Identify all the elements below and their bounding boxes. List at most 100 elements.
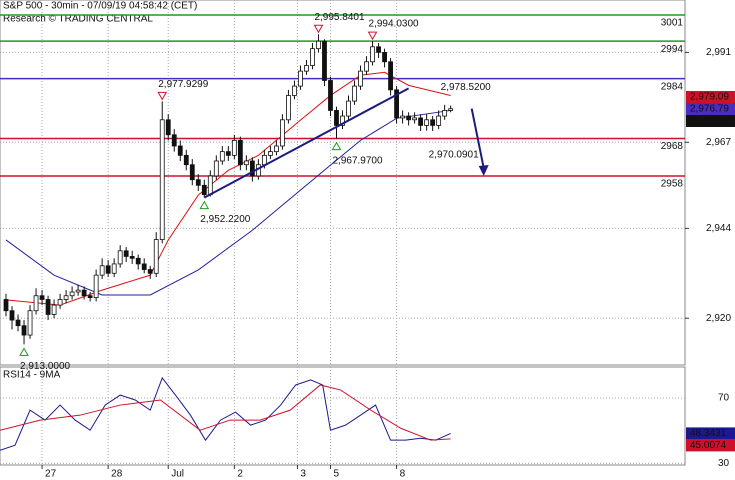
candle-body	[442, 110, 448, 117]
candle-body	[376, 46, 381, 53]
candle-body	[225, 151, 231, 156]
candle-body	[69, 291, 75, 297]
candle-body	[310, 48, 315, 66]
level-label: 2968	[661, 141, 684, 152]
x-tick-label: 27	[45, 469, 57, 480]
candle-body	[207, 175, 213, 196]
candle-body	[153, 239, 159, 274]
candle-body	[9, 310, 15, 321]
high-marker	[313, 24, 324, 34]
candle-body	[129, 256, 135, 259]
candle-body	[75, 289, 81, 293]
candle-body	[195, 179, 201, 186]
arrow	[470, 108, 485, 169]
y-tick-label: 2,944	[706, 223, 731, 234]
x-tick-label: Jul	[171, 469, 184, 480]
candle-body	[412, 117, 418, 121]
candle-body	[418, 117, 424, 126]
candle-body	[159, 119, 165, 240]
candle-body	[99, 265, 105, 276]
candle-body	[292, 85, 297, 96]
candle-body	[388, 61, 393, 91]
level-label: 2958	[661, 179, 684, 190]
candle-body	[27, 310, 33, 336]
candle-body	[21, 325, 27, 336]
y-tick-label: 30	[718, 458, 730, 469]
price-tag	[686, 90, 735, 103]
x-tick-label: 2	[237, 469, 243, 480]
candle-body	[352, 85, 357, 102]
candle-body	[171, 134, 177, 147]
candle-body	[189, 164, 195, 181]
candle-body	[249, 160, 255, 177]
candle-body	[267, 151, 273, 156]
candle-body	[213, 160, 219, 177]
annotation: 2,970.0901	[429, 149, 479, 160]
candle-body	[436, 115, 442, 126]
candle-body	[81, 289, 87, 297]
rsi-line	[0, 376, 451, 451]
candle-body	[3, 299, 9, 312]
candle-body	[135, 257, 141, 265]
candle-body	[261, 154, 267, 166]
candle-body	[15, 319, 21, 327]
low-marker	[19, 347, 29, 356]
candle-body	[141, 263, 147, 270]
low-marker	[199, 200, 210, 210]
candle-body	[237, 139, 243, 166]
price-tag	[686, 439, 735, 452]
candle-body	[147, 269, 153, 274]
rsi-line	[0, 384, 451, 441]
y-tick-label: 2,920	[706, 313, 731, 324]
candle-body	[382, 52, 387, 63]
ma-line	[5, 109, 451, 296]
price-tag-label: 45.0074	[690, 440, 727, 451]
candle-body	[340, 115, 345, 126]
candle-body	[316, 40, 321, 50]
price-tag-label: 2,979.09	[690, 92, 729, 103]
candle-body	[280, 119, 285, 147]
candle-body	[45, 299, 51, 315]
price-panel	[0, 0, 686, 366]
candle-body	[219, 151, 225, 162]
y-tick-label: 2,967	[706, 137, 731, 148]
rsi-title: RSI14 - 9MA	[3, 370, 61, 381]
candle-body	[33, 295, 39, 312]
candle-body	[123, 250, 129, 257]
candle-body	[57, 299, 63, 306]
y-tick-label: 70	[718, 393, 730, 404]
annotation: 2,994.0300	[369, 19, 419, 30]
candle-body	[93, 274, 99, 299]
x-tick-label: 5	[333, 469, 339, 480]
chart-title: S&P 500 - 30min - 07/09/19 04:58:42 (CET…	[3, 1, 197, 12]
y-tick-label: 2,991	[706, 47, 731, 58]
candle-body	[406, 115, 411, 121]
candle-body	[51, 304, 57, 315]
candle-body	[430, 119, 436, 126]
price-tag	[686, 114, 735, 127]
high-marker	[367, 31, 378, 41]
candle-body	[328, 80, 333, 111]
high-marker	[157, 91, 168, 101]
candle-body	[298, 70, 303, 87]
trendline	[203, 87, 410, 199]
candle-body	[105, 265, 111, 274]
candle-body	[364, 61, 369, 72]
rsi-panel	[0, 366, 686, 466]
candle-body	[274, 145, 279, 153]
candle-body	[165, 119, 171, 136]
candle-body	[370, 46, 375, 63]
candle-body	[183, 154, 189, 166]
annotation: 2,977.9299	[158, 79, 208, 90]
candle-body	[346, 100, 351, 117]
x-tick-label: 8	[400, 469, 406, 480]
price-tag	[686, 427, 735, 440]
candle-body	[394, 89, 399, 119]
level-label: 2994	[661, 44, 684, 55]
annotation: 2,978.5200	[441, 82, 491, 93]
candle-body	[243, 160, 249, 166]
candle-body	[111, 263, 117, 274]
x-tick-label: 28	[111, 469, 123, 480]
candle-body	[358, 70, 363, 87]
